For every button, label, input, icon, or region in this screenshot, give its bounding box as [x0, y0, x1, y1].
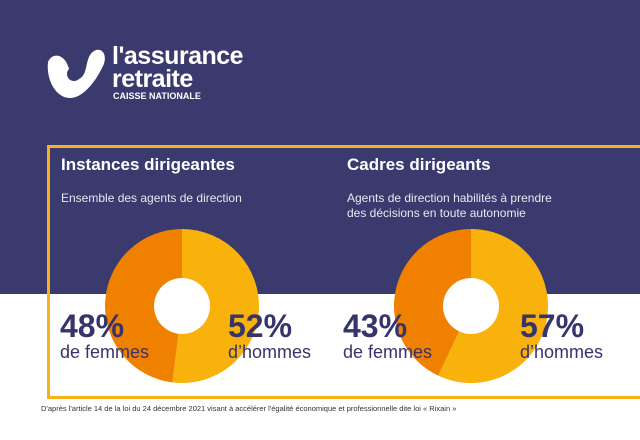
- footnote: D'après l'article 14 de la loi du 24 déc…: [41, 404, 457, 413]
- donut-slice-women: [394, 229, 471, 376]
- assurance-retraite-logo-icon: [47, 49, 105, 98]
- panel-2-men-label: d’hommes: [520, 342, 604, 362]
- panel-2-women-label: de femmes: [343, 342, 433, 362]
- donut-slice-women: [104, 229, 182, 383]
- panel-2-women-pct: 43%: [343, 308, 408, 344]
- panel-2-subtitle-line1: Agents de direction habilités à prendre: [347, 191, 552, 205]
- panel-2-subtitle-line2: des décisions en toute autonomie: [347, 206, 526, 220]
- donut-hole: [443, 278, 499, 334]
- logo-text-line2: retraite: [112, 65, 193, 93]
- panel-1-women-label: de femmes: [60, 342, 150, 362]
- panel-1-women-pct: 48%: [60, 308, 125, 344]
- content-frame: [47, 145, 640, 399]
- panel-1-subtitle-line1: Ensemble des agents de direction: [61, 191, 242, 205]
- donut-hole: [154, 278, 210, 334]
- donut-slice-men: [172, 229, 259, 383]
- panel-2-title: Cadres dirigeants: [347, 155, 491, 174]
- panel-1-men-pct: 52%: [228, 308, 293, 344]
- logo-text-line3: CAISSE NATIONALE: [113, 91, 201, 101]
- panel-1-men-label: d’hommes: [228, 342, 312, 362]
- logo-text-line1: l'assurance: [112, 42, 244, 70]
- panel-1-title: Instances dirigeantes: [61, 155, 235, 174]
- panel-2-donut-chart: [394, 229, 548, 383]
- panel-2-men-pct: 57%: [520, 308, 585, 344]
- panel-1-donut-chart: [104, 229, 259, 383]
